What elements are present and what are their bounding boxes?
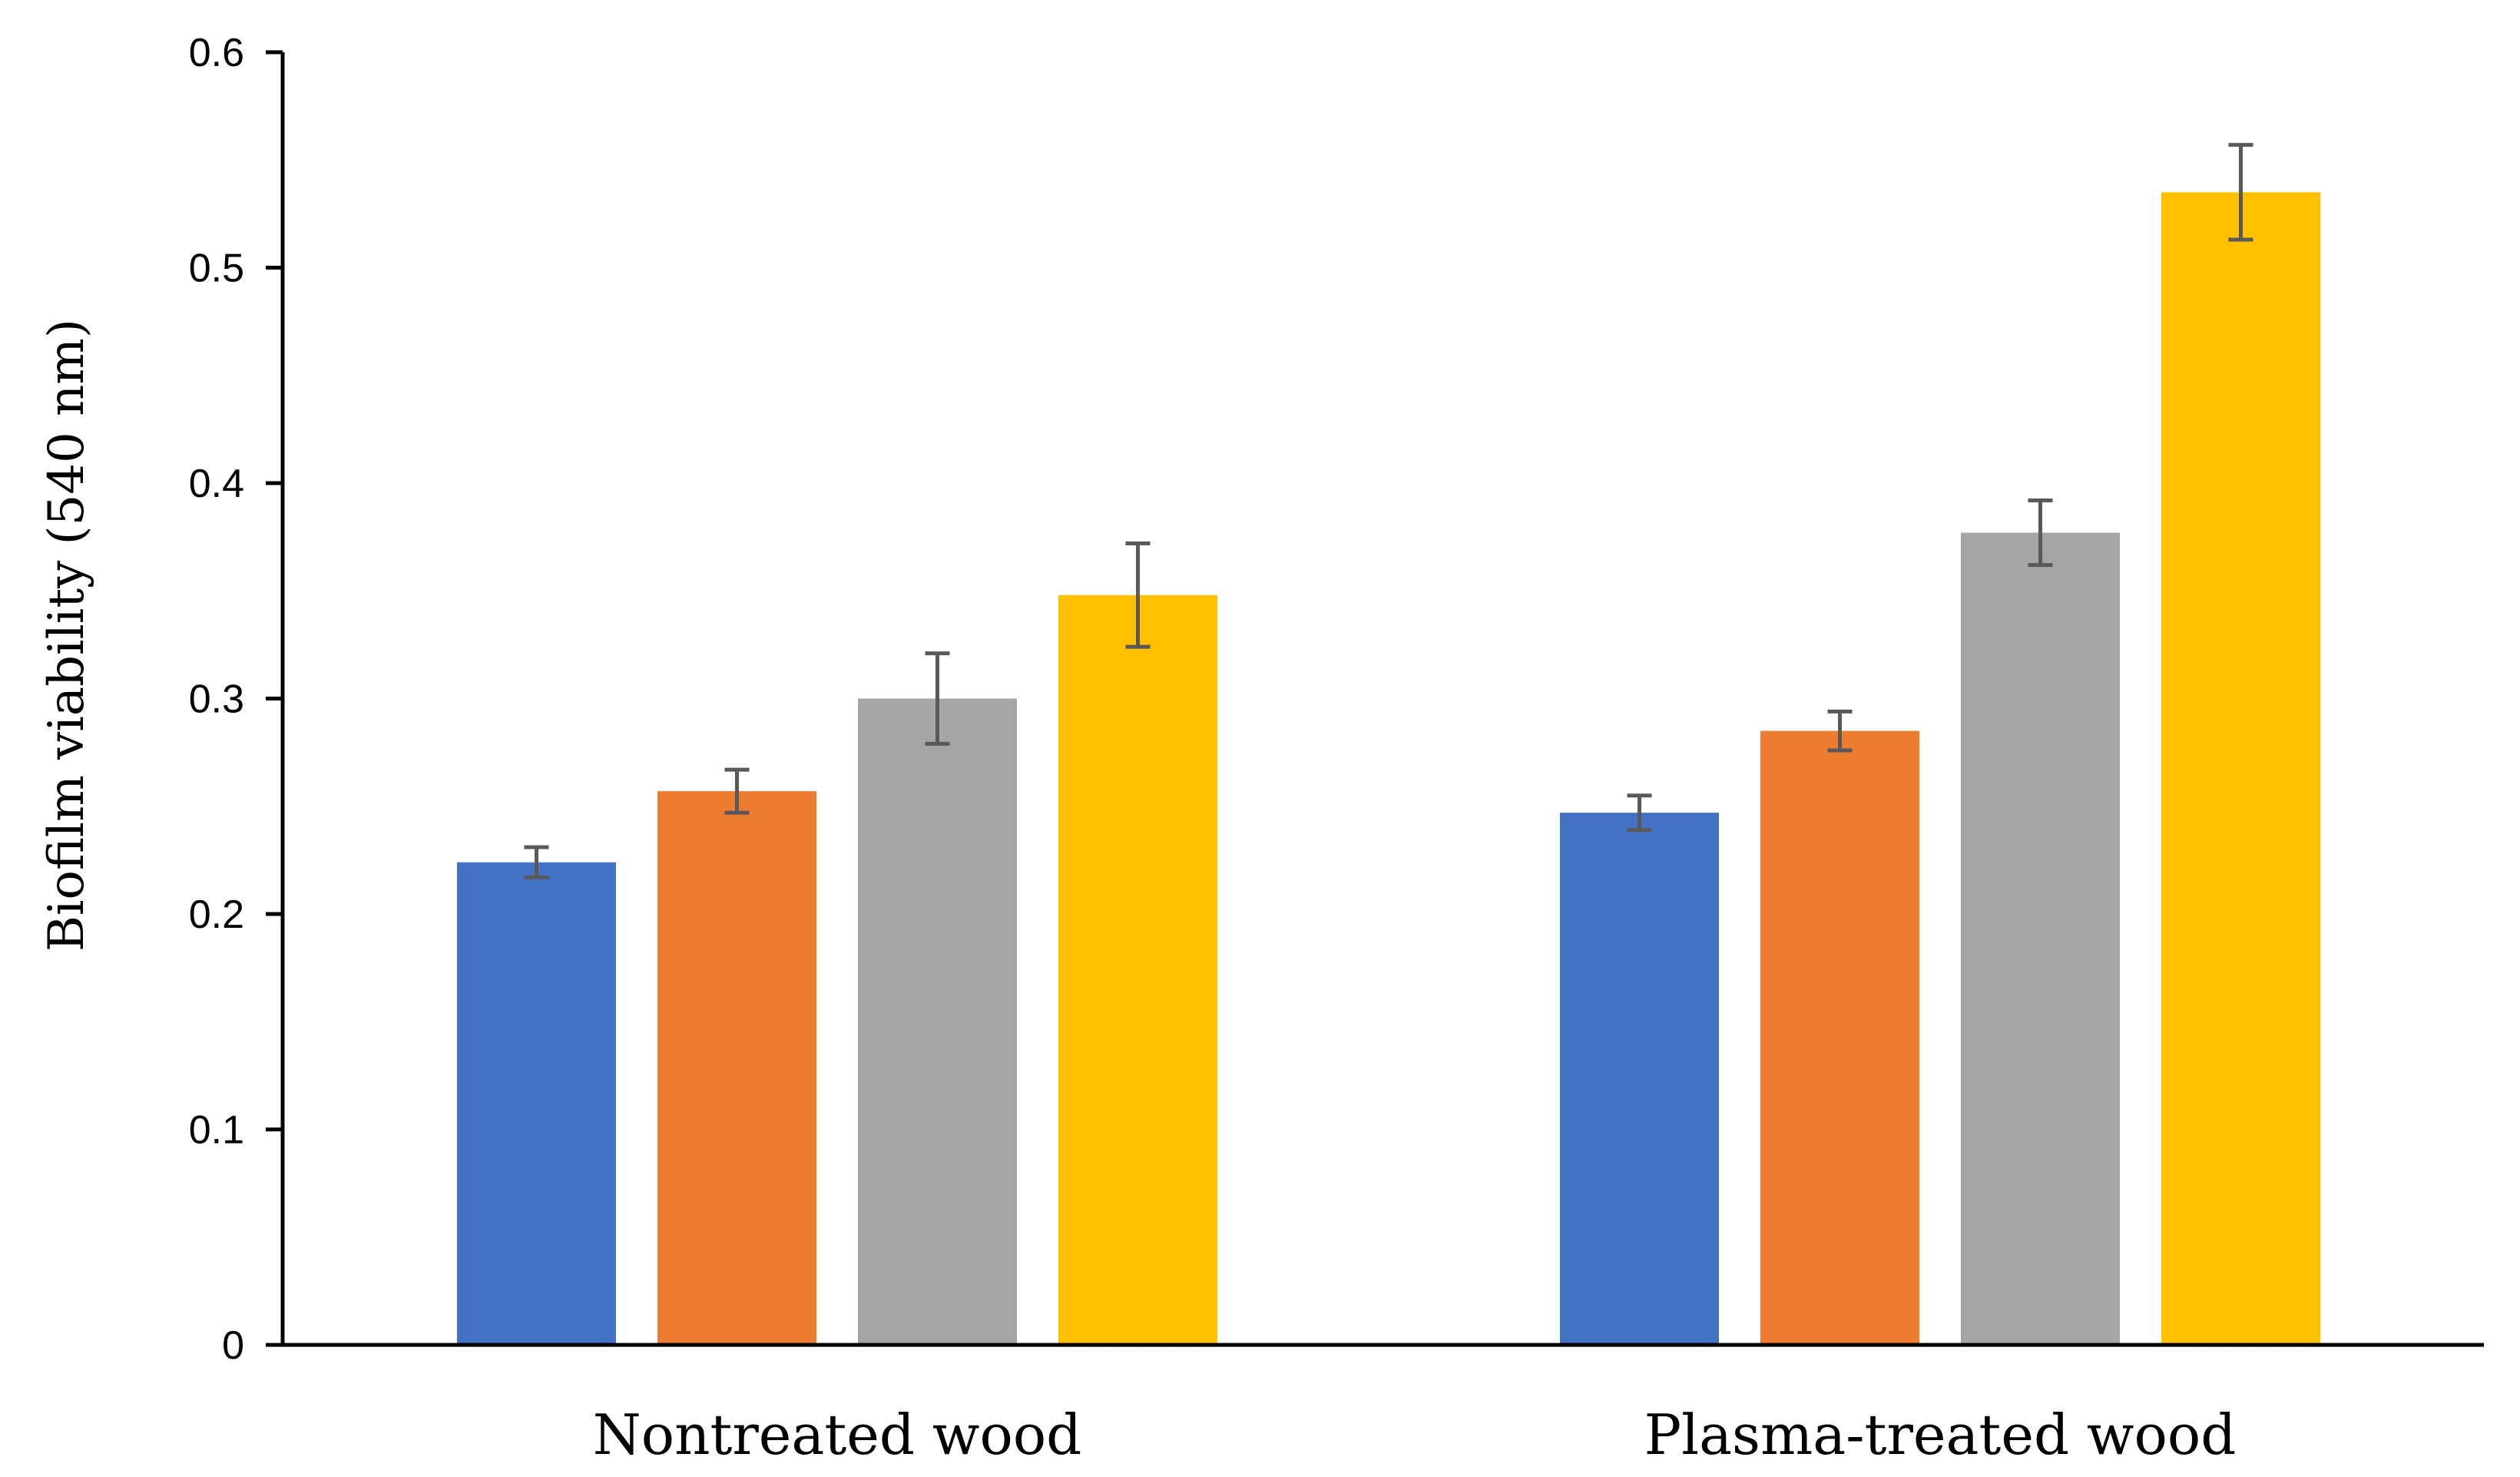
bar xyxy=(1560,813,1719,1345)
y-tick-label: 0 xyxy=(222,1323,244,1368)
y-tick-label: 0.4 xyxy=(189,462,244,506)
bar xyxy=(1961,532,2120,1345)
error-bar xyxy=(2228,143,2253,242)
error-bar xyxy=(1827,709,1853,753)
y-ticks-group: 0 0.1 0.2 0.3 0.4 0.5 0.6 xyxy=(189,31,283,1368)
bar xyxy=(2161,192,2320,1346)
y-tick-label: 0.5 xyxy=(189,247,244,291)
error-bar xyxy=(1125,541,1151,649)
x-category-label: Plasma-treated wood xyxy=(1644,1402,2237,1467)
bar xyxy=(657,791,816,1345)
y-tick-label: 0.6 xyxy=(189,31,244,75)
bar xyxy=(1760,730,1919,1345)
bar xyxy=(1058,594,1217,1345)
y-tick-label: 0.2 xyxy=(189,892,244,937)
error-bar xyxy=(925,651,950,746)
x-category-label: Nontreated wood xyxy=(593,1402,1082,1467)
x-labels-group: Nontreated wood Plasma-treated wood xyxy=(593,1402,2237,1467)
y-tick-label: 0.1 xyxy=(189,1108,244,1153)
error-bar xyxy=(1627,793,1652,833)
bars-group xyxy=(457,143,2320,1346)
bar xyxy=(858,698,1017,1345)
y-tick-label: 0.3 xyxy=(189,677,244,722)
error-bar xyxy=(724,767,750,815)
y-axis-title: Biofilm viability (540 nm) xyxy=(38,319,95,952)
error-bar xyxy=(2028,498,2053,568)
bar xyxy=(457,862,616,1345)
error-bar xyxy=(524,845,549,879)
